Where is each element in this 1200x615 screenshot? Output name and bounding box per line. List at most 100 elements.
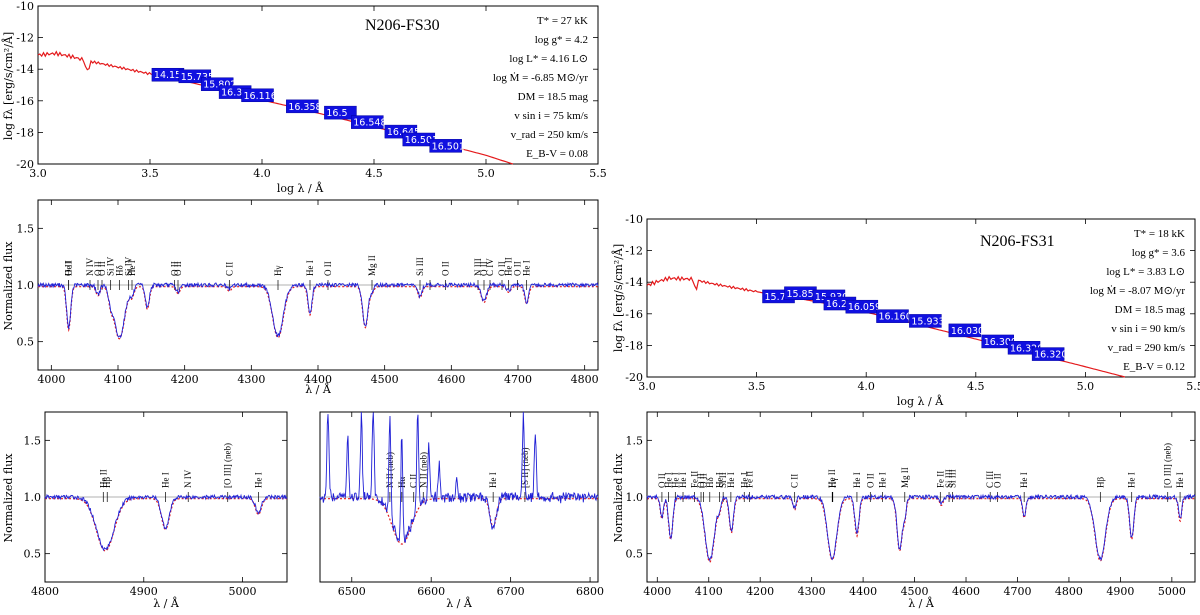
sed-fs30-param: v_rad = 250 km/s [511,129,588,141]
sed-fs31-phot-box [845,299,879,314]
spec-fs30-blue-line-label: O II [512,261,522,276]
spec-fs30-blue-line-label: O II [173,261,183,276]
spec-fs30-blue-line-label: He I [127,260,137,276]
sed-fs30-phot-box [324,105,357,120]
spec-fs30-hb-model-spectrum [45,498,287,552]
spec-fs30-blue-xtick-label: 4400 [304,373,332,386]
sed-fs31-phot-label: 16.300 [984,337,1017,348]
spec-fs31-ylabel: Normalized flux [612,453,625,543]
spec-fs30-hb-xlabel: λ / Å [153,596,180,610]
sed-fs30-ytick-label: -10 [16,0,34,13]
sed-fs31-param: DM = 18.5 mag [1115,304,1186,316]
sed-fs31-xtick-label: 3.5 [748,380,766,393]
sed-fs30-ytick-label: -20 [16,158,34,171]
sed-fs31-xtick-label: 3.0 [638,380,656,393]
spec-fs30-blue-line-label: He I [305,260,315,276]
sed-fs31-phot-box [948,323,982,338]
spec-fs31-line-label: He I [726,472,736,488]
spec-fs30-blue-line-label: He I [64,260,74,276]
sed-fs31-phot-label: 16.320 [1010,343,1043,354]
spec-fs30-blue-line-label: N III [473,258,483,276]
spec-fs31-line-label: He I [1175,472,1185,488]
sed-fs30-ytick-label: -18 [16,126,34,139]
spec-fs30-hb-ylabel: Normalized flux [2,453,15,543]
sed-fs31-ylabel: log fλ [erg/s/cm²/Å] [611,244,625,352]
sed-fs30-phot-label: 16.5 [326,108,347,119]
sed-fs31-phot-label: 15.7 [765,292,786,303]
spec-fs30-hb-line-label: He I [161,472,171,488]
spec-fs30-blue-line-label: O II [170,261,180,276]
sed-fs30-param: DM = 18.5 mag [518,91,589,103]
sed-fs31-phot-label: 16.160 [879,312,912,323]
spec-fs30-blue-line-label: Hδ [114,265,124,276]
spec-fs30-blue-line-label: O II [497,261,507,276]
spec-fs31-line-label: He I [715,472,725,488]
sed-fs31-param: E_B-V = 0.12 [1123,361,1185,373]
spec-fs31-xtick-label: 4300 [798,585,826,598]
sed-fs30-phot-label: 14.15 [154,70,181,81]
spec-fs30-blue-line-label: He I [522,260,532,276]
sed-fs31-phot-label: 16.030 [951,326,984,337]
sed-fs30-xtick-label: 5.5 [589,167,607,180]
sed-fs30-xtick-label: 3.0 [29,167,47,180]
spec-fs30-ha-xlabel: λ / Å [446,596,473,610]
sed-fs30-ylabel: log fλ [erg/s/cm²/Å] [1,32,15,140]
spec-fs30-ha-line-label: C II [409,474,419,488]
sed-fs31-phot-box [876,309,909,323]
spec-fs31-line-label: Hγ [828,478,838,488]
spec-fs31-ytick-label: 0.5 [626,548,644,561]
spec-fs30-hb-ytick-label: 0.5 [24,548,42,561]
spec-fs30-blue-line-label: N IV [85,257,95,276]
spec-fs30-blue-xtick-label: 4000 [37,373,65,386]
spec-fs31-ytick-label: 1.5 [626,434,644,447]
sed-fs31-ytick-label: -10 [625,213,643,226]
spec-fs31-xtick-label: 4700 [1003,585,1031,598]
spec-fs30-blue-xtick-label: 4800 [571,373,599,386]
sed-fs30-phot-label: 15.735 [181,72,214,83]
sed-fs30-param: E_B-V = 0.08 [526,148,588,160]
sed-fs30-frame [37,5,599,165]
sed-fs30-phot-box [351,115,384,129]
spec-fs31-xtick-label: 4900 [1106,585,1134,598]
sed-fs31-frame [646,218,1196,378]
sed-fs31-phot-label: 16.320 [1034,350,1067,361]
spec-fs30-hb-line-label: He I [253,472,263,488]
sed-fs31-ytick-label: -14 [625,276,643,289]
sed-fs31-model-sed [646,275,1126,378]
spec-fs30-ha-line-label: N II (neb) [418,452,428,488]
sed-fs30-phot-label: 16.645 [387,127,420,138]
sed-fs30-ytick-label: -12 [16,32,34,45]
sed-fs31-xtick-label: 5.5 [1186,380,1200,393]
spec-fs30-hb-line-label: [O III] (neb) [223,443,233,488]
sed-fs30-xtick-label: 4.0 [253,167,271,180]
sed-fs31-phot-label: 15.933 [911,316,944,327]
sed-fs30-xtick-label: 5.0 [477,167,495,180]
spec-fs30-hb-line-label: Hβ [102,477,112,488]
sed-fs31-param: log Ṁ = -8.07 M⊙/yr [1090,285,1186,297]
sed-fs31-xtick-label: 4.5 [967,380,985,393]
spec-fs30-blue-xtick-label: 4600 [437,373,465,386]
spec-fs30-blue-xtick-label: 4500 [371,373,399,386]
spec-fs30-blue-line-label: O II [323,261,333,276]
sed-fs30-phot-label: 16.501 [432,141,465,152]
spec-fs31-line-label: O II [865,473,875,488]
spec-fs31-line-label: O II [699,473,709,488]
spec-fs30-blue-line-label: Si IV [106,256,116,276]
spec-fs31-panel: 4000 4100 4200 4300 4400 4500 4600 4700 4800 4900… [612,411,1196,610]
sed-fs30-param: T* = 27 kK [537,15,588,27]
spec-fs30-blue-line-label: O II [440,261,450,276]
spec-fs30-blue-ytick-label: 1.0 [17,279,35,292]
spec-fs30-hb-line-label: He II [98,469,108,488]
spec-fs30-blue-line-label: O II [479,261,489,276]
spec-fs31-line-label: C II [790,474,800,488]
spec-fs30-blue-line-label: O II [97,261,107,276]
sed-fs30-phot-label: 16.116 [244,91,277,102]
spec-fs30-blue-line-label: C II [224,262,234,276]
sed-fs31-ytick-label: -18 [625,339,643,352]
spec-fs31-line-label: Si III [948,469,958,488]
spec-fs30-blue-line-label: Mg II [367,255,377,276]
spec-fs31-line-label: He II [827,469,837,488]
spec-fs31-xtick-label: 4200 [746,585,774,598]
sed-fs31-xtick-label: 4.0 [857,380,875,393]
